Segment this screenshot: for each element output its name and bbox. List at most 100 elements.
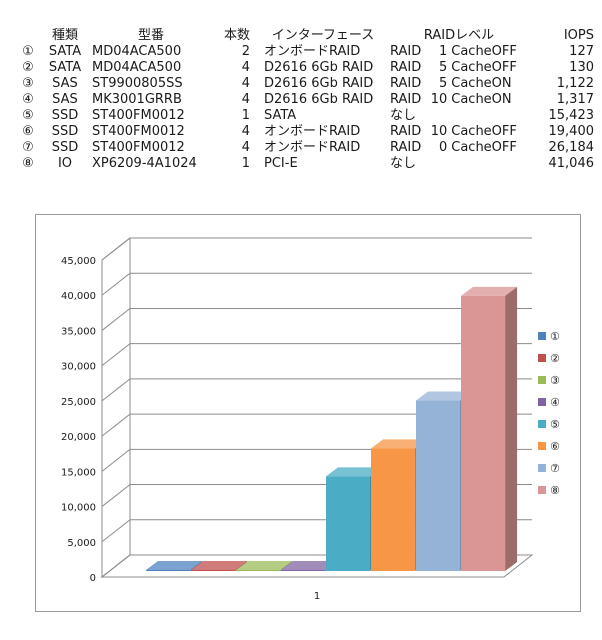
- bar: [326, 476, 371, 571]
- raid-prefix: RAID: [390, 140, 422, 155]
- row-count: 1: [241, 156, 250, 171]
- x-tick-label: 1: [314, 591, 320, 602]
- row-model: ST9900805SS: [92, 76, 183, 91]
- row-raid: RAID 1 CacheOFF: [386, 44, 532, 60]
- raid-cache: CacheOFF: [451, 44, 517, 59]
- legend-swatch: [538, 442, 546, 450]
- spec-table: 種類 型番 本数 インターフェース RAIDレベル IOPS ① SATA MD04…: [14, 28, 598, 172]
- bar: [146, 570, 191, 571]
- gridline-side: [101, 237, 131, 261]
- legend-swatch: [538, 376, 546, 384]
- y-tick-label: 35,000: [61, 326, 96, 337]
- row-count: 4: [241, 92, 250, 107]
- table-row: ⑦ SSD ST400FM0012 4 オンボードRAID RAID 0 CacheOFF 26…: [14, 140, 598, 156]
- row-interface: D2616 6Gb RAID: [264, 76, 374, 91]
- bar: [191, 570, 236, 571]
- header-type: 種類: [51, 28, 78, 43]
- table-row: ③ SAS ST9900805SS 4 D2616 6Gb RAID RAID 5 Cache…: [14, 76, 598, 92]
- gridline-side: [101, 448, 131, 472]
- legend-swatch: [538, 464, 546, 472]
- raid-prefix: なし: [390, 108, 417, 123]
- raid-prefix: なし: [390, 156, 417, 171]
- row-model: MD04ACA500: [92, 44, 182, 59]
- bar: [416, 400, 461, 571]
- table-row: ④ SAS MK3001GRRB 4 D2616 6Gb RAID RAID 10 Cache…: [14, 92, 598, 108]
- bar-top: [191, 561, 248, 570]
- row-no: ⑥: [22, 124, 34, 139]
- spec-table-body: ① SATA MD04ACA500 2 オンボードRAID RAID 1 CacheOFF 12…: [14, 44, 598, 172]
- row-type: SSD: [51, 124, 79, 139]
- raid-cache: CacheON: [451, 92, 512, 107]
- raid-level: 5: [438, 76, 448, 91]
- row-no: ④: [22, 92, 34, 107]
- legend-swatch: [538, 420, 546, 428]
- row-count: 2: [241, 44, 250, 59]
- chart-area: 0 5,000 10,000 15,000 20,000 25,000 30,000 35,0…: [35, 214, 581, 612]
- raid-cache: CacheOFF: [451, 124, 517, 139]
- raid-prefix: RAID: [390, 44, 422, 59]
- raid-prefix: RAID: [390, 76, 422, 91]
- row-model: MK3001GRRB: [92, 92, 182, 107]
- side-wall: [101, 236, 131, 579]
- row-type: SAS: [52, 76, 78, 91]
- row-raid: RAID 0 CacheOFF: [386, 140, 532, 156]
- y-tick-label: 10,000: [61, 503, 96, 514]
- row-type: IO: [57, 156, 73, 171]
- row-type: SATA: [48, 44, 82, 59]
- row-count: 4: [241, 76, 250, 91]
- row-raid: RAID 5 CacheOFF: [386, 60, 532, 76]
- row-iops: 1,317: [556, 92, 594, 107]
- row-count: 1: [241, 108, 250, 123]
- gridline-side: [101, 484, 131, 507]
- y-tick-label: 5,000: [67, 538, 96, 549]
- legend-label: ⑧: [550, 484, 560, 497]
- row-model: XP6209-4A1024: [92, 156, 197, 171]
- row-interface: D2616 6Gb RAID: [264, 92, 374, 107]
- header-model: 型番: [137, 28, 164, 43]
- row-no: ⑧: [22, 156, 34, 171]
- row-no: ①: [22, 44, 34, 59]
- raid-level: 5: [438, 60, 448, 75]
- y-tick-label: 25,000: [61, 397, 96, 408]
- legend-label: ⑦: [550, 462, 560, 475]
- bar-top: [416, 391, 473, 401]
- row-model: ST400FM0012: [92, 124, 185, 139]
- table-row: ⑤ SSD ST400FM0012 1 SATA なし 15,423: [14, 108, 598, 124]
- gridline-side: [101, 519, 131, 543]
- row-iops: 41,046: [548, 156, 595, 171]
- y-tick-label: 30,000: [61, 362, 96, 373]
- y-tick-label: 15,000: [61, 467, 96, 478]
- gridline-side: [101, 413, 131, 437]
- y-tick-label: 20,000: [61, 432, 96, 443]
- raid-prefix: RAID: [390, 92, 422, 107]
- bar-side: [505, 286, 518, 571]
- header-count: 本数: [223, 28, 250, 43]
- bar: [371, 448, 416, 571]
- row-type: SATA: [48, 60, 82, 75]
- bar-top: [236, 561, 293, 570]
- raid-level: 0: [438, 140, 448, 155]
- header-interface: インターフェース: [271, 28, 375, 43]
- row-count: 4: [241, 124, 250, 139]
- bar: [281, 570, 326, 571]
- row-type: SAS: [52, 92, 78, 107]
- y-tick-label: 40,000: [61, 291, 96, 302]
- table-row: ⑥ SSD ST400FM0012 4 オンボードRAID RAID 10 CacheOFF 1…: [14, 124, 598, 140]
- iops-bar-chart: 0 5,000 10,000 15,000 20,000 25,000 30,000 35,0…: [61, 236, 560, 602]
- row-iops: 26,184: [548, 140, 595, 155]
- raid-level: 1: [438, 44, 448, 59]
- row-interface: オンボードRAID: [264, 140, 361, 155]
- row-interface: オンボードRAID: [264, 44, 361, 59]
- header-raid: RAIDレベル: [423, 28, 495, 43]
- y-tick-label: 0: [90, 573, 96, 584]
- row-no: ③: [22, 76, 34, 91]
- row-model: ST400FM0012: [92, 108, 185, 123]
- row-raid: RAID 5 CacheON: [386, 76, 532, 92]
- raid-cache: CacheOFF: [451, 60, 517, 75]
- row-iops: 19,400: [548, 124, 595, 139]
- row-interface: SATA: [264, 108, 297, 123]
- legend-label: ④: [550, 396, 560, 409]
- row-raid: RAID 10 CacheOFF: [386, 124, 532, 140]
- legend-label: ⑥: [550, 440, 560, 453]
- row-iops: 130: [569, 60, 594, 75]
